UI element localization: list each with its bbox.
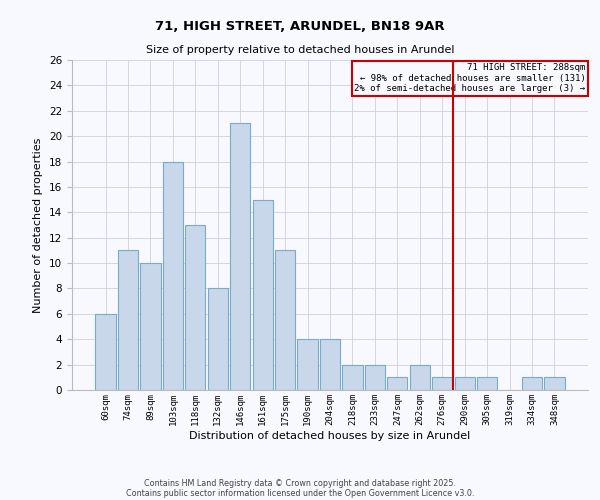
- Bar: [343, 364, 362, 390]
- Bar: [477, 378, 497, 390]
- Bar: [455, 378, 475, 390]
- X-axis label: Distribution of detached houses by size in Arundel: Distribution of detached houses by size …: [190, 430, 470, 440]
- Bar: [365, 364, 385, 390]
- Bar: [185, 225, 205, 390]
- Bar: [163, 162, 183, 390]
- Text: Contains HM Land Registry data © Crown copyright and database right 2025.: Contains HM Land Registry data © Crown c…: [144, 478, 456, 488]
- Bar: [320, 339, 340, 390]
- Bar: [275, 250, 295, 390]
- Bar: [410, 364, 430, 390]
- Bar: [140, 263, 161, 390]
- Bar: [298, 339, 317, 390]
- Text: Size of property relative to detached houses in Arundel: Size of property relative to detached ho…: [146, 45, 454, 55]
- Y-axis label: Number of detached properties: Number of detached properties: [34, 138, 43, 312]
- Bar: [230, 124, 250, 390]
- Text: Contains public sector information licensed under the Open Government Licence v3: Contains public sector information licen…: [126, 488, 474, 498]
- Bar: [522, 378, 542, 390]
- Text: 71, HIGH STREET, ARUNDEL, BN18 9AR: 71, HIGH STREET, ARUNDEL, BN18 9AR: [155, 20, 445, 33]
- Bar: [95, 314, 116, 390]
- Bar: [208, 288, 228, 390]
- Text: 71 HIGH STREET: 288sqm
← 98% of detached houses are smaller (131)
2% of semi-det: 71 HIGH STREET: 288sqm ← 98% of detached…: [354, 64, 586, 93]
- Bar: [544, 378, 565, 390]
- Bar: [253, 200, 273, 390]
- Bar: [432, 378, 452, 390]
- Bar: [118, 250, 138, 390]
- Bar: [387, 378, 407, 390]
